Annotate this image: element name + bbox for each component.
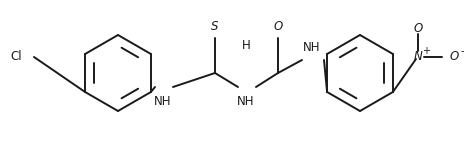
Text: O: O [413,21,423,35]
Text: S: S [211,20,219,33]
Text: Cl: Cl [10,51,22,64]
Text: NH: NH [154,95,172,108]
Text: NH: NH [237,95,255,108]
Text: +: + [422,46,430,56]
Text: O: O [450,51,459,64]
Text: N: N [414,51,422,64]
Text: O: O [274,20,283,33]
Text: NH: NH [303,41,321,54]
Text: -: - [460,46,464,56]
Text: H: H [242,39,250,52]
